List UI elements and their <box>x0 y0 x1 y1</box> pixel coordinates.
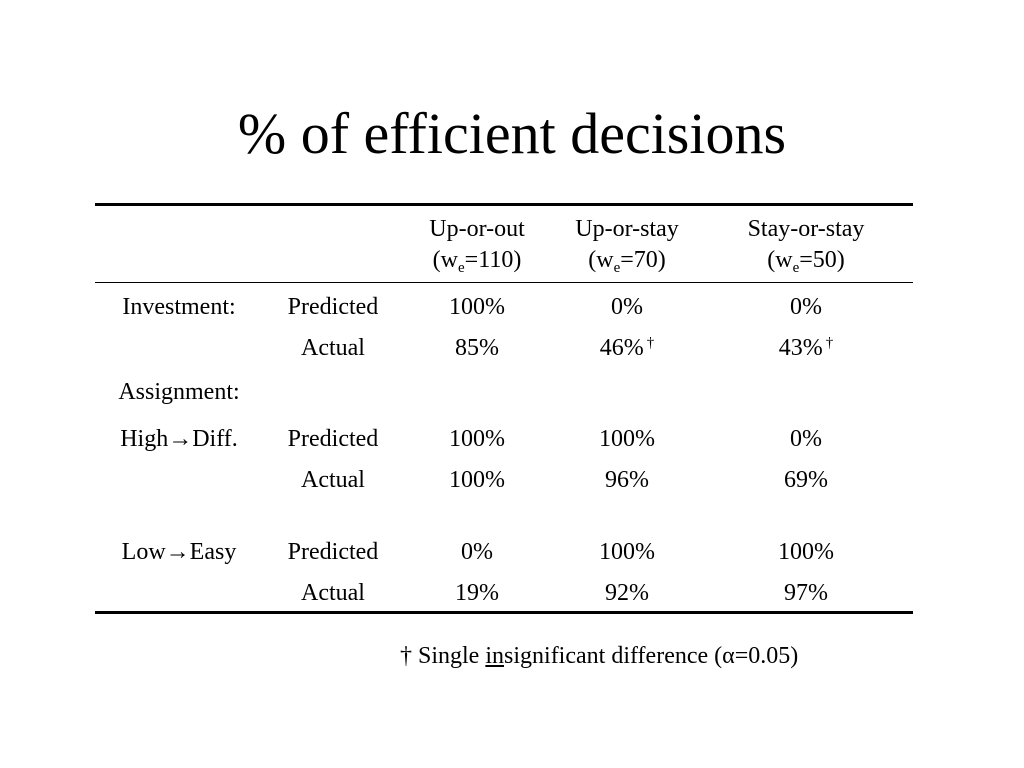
column-header-up-or-out: Up-or-out (we=110) <box>429 216 525 276</box>
row-sublabel-predicted: Predicted <box>287 426 379 452</box>
dagger-mark: † <box>646 335 655 351</box>
column-header-stay-or-stay: Stay-or-stay (we=50) <box>747 216 865 276</box>
table-cell: 100% <box>599 426 655 452</box>
table-cell: 0% <box>790 426 822 452</box>
footnote-text-end: significant difference (α=0.05) <box>504 643 799 669</box>
table-cell-with-mark: 46% † <box>552 333 702 366</box>
table-cell: 19% <box>455 580 499 606</box>
row-sublabel-actual: Actual <box>301 335 365 361</box>
cell-value: 46% <box>599 335 644 361</box>
table-cell: 92% <box>605 580 649 606</box>
table-cell: 0% <box>790 294 822 320</box>
table-cell: 69% <box>784 467 828 493</box>
row-label-low-easy: Low→Easy <box>121 539 237 565</box>
slide-title: % of efficient decisions <box>237 101 787 166</box>
table-cell: 100% <box>778 539 834 565</box>
row-sublabel-actual: Actual <box>301 580 365 606</box>
row-sublabel-actual: Actual <box>301 467 365 493</box>
table-top-rule <box>95 203 913 206</box>
table-header-rule <box>95 282 913 283</box>
table-bottom-rule <box>95 611 913 614</box>
column-header-up-or-stay: Up-or-stay (we=70) <box>575 216 679 276</box>
table-cell: 100% <box>449 426 505 452</box>
row-label-assignment: Assignment: <box>118 379 240 405</box>
footnote-text-start: † Single <box>400 643 486 669</box>
row-label-high-diff: High→Diff. <box>120 426 238 452</box>
row-sublabel-predicted: Predicted <box>287 294 379 320</box>
table-cell: 100% <box>449 294 505 320</box>
table-cell: 100% <box>449 467 505 493</box>
table-cell: 97% <box>784 580 828 606</box>
row-label-investment: Investment: <box>122 294 236 320</box>
dagger-mark: † <box>825 335 834 351</box>
cell-value: 43% <box>778 335 823 361</box>
table-cell: 100% <box>599 539 655 565</box>
footnote-underlined-text: in <box>485 643 505 669</box>
footnote: † Single insignificant difference (α=0.0… <box>400 640 798 672</box>
table-cell: 85% <box>455 335 499 361</box>
table-cell: 0% <box>611 294 643 320</box>
table-cell: 96% <box>605 467 649 493</box>
row-sublabel-predicted: Predicted <box>287 539 379 565</box>
table-cell: 0% <box>461 539 493 565</box>
table-cell-with-mark: 43% † <box>706 333 906 366</box>
